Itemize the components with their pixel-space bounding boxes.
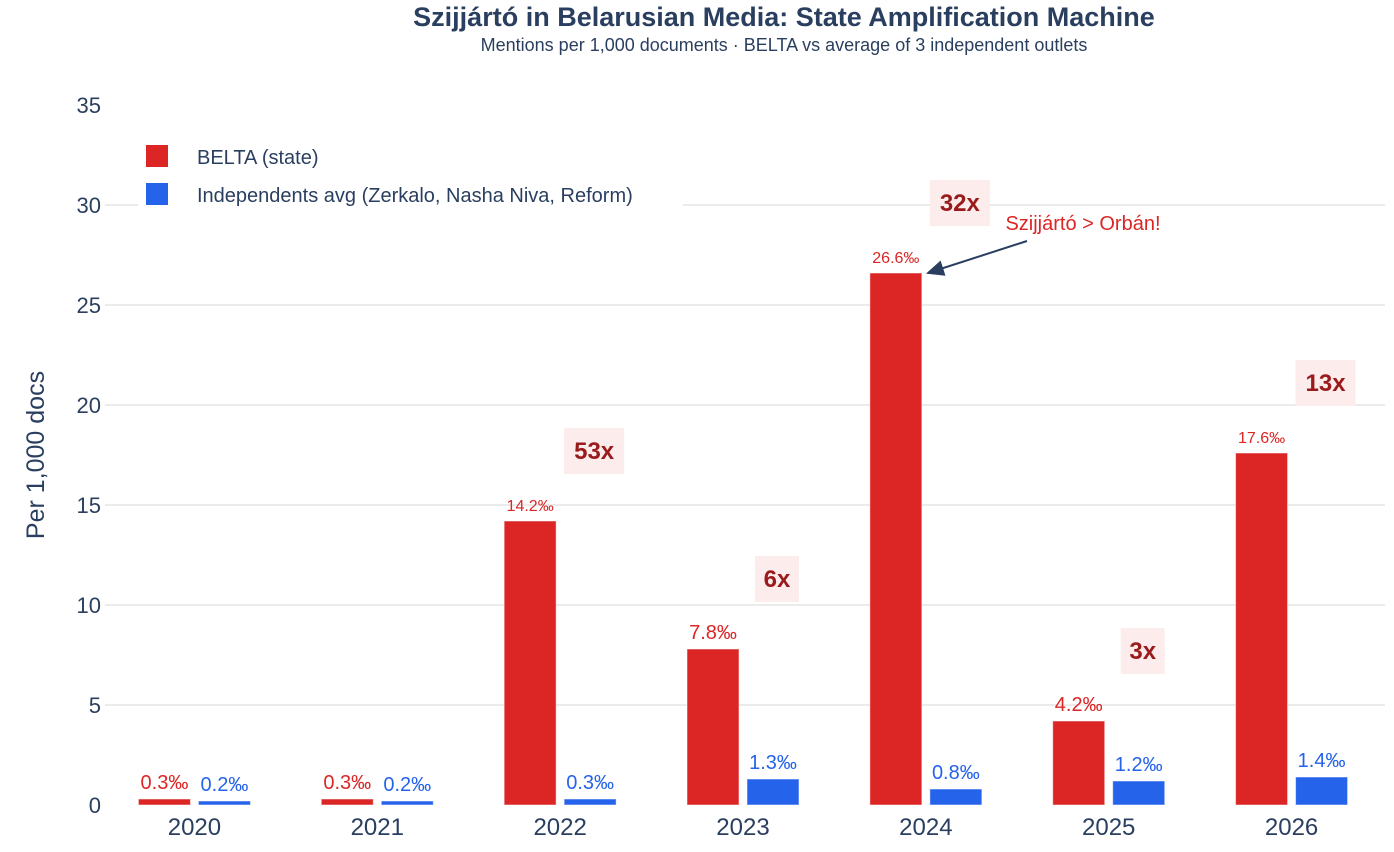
bar-independents xyxy=(380,800,434,806)
bars: 0.3‰ 0.2‰ 0.3‰ 0.2‰ 14.2‰ 0.3‰ 7.8‰ 1.3‰ 26.6‰ 0.… xyxy=(137,250,1349,806)
bar-belta xyxy=(869,272,923,806)
ratio-annotations: 53x 6x 32x 3x 13x xyxy=(564,180,1356,674)
ratio-label: 53x xyxy=(574,438,615,465)
callout-text: Szijjártó > Orbán! xyxy=(1005,213,1160,235)
y-tick-label: 15 xyxy=(77,493,101,518)
callout-annotation: Szijjártó > Orbán! xyxy=(925,213,1161,276)
y-tick-label: 10 xyxy=(77,593,101,618)
ratio-box xyxy=(929,180,990,226)
legend-swatch-blue xyxy=(146,183,168,205)
y-tick-label: 20 xyxy=(77,393,101,418)
bar-value-label: 26.6‰ xyxy=(872,250,919,267)
bar-belta xyxy=(503,520,557,806)
ratio-box xyxy=(564,428,625,474)
legend-item-independents[interactable]: Independents avg (Zerkalo, Nasha Niva, R… xyxy=(146,183,633,207)
bar-independents xyxy=(929,788,983,806)
ratio-label: 3x xyxy=(1129,638,1156,665)
bar-value-label: 1.3‰ xyxy=(749,752,797,774)
bar-value-label: 0.3‰ xyxy=(141,772,189,794)
y-axis-label: Per 1,000 docs xyxy=(22,371,50,539)
x-tick-label: 2023 xyxy=(716,814,769,841)
bar-value-label: 7.8‰ xyxy=(689,622,737,644)
x-tick-label: 2024 xyxy=(899,814,952,841)
x-tick-label: 2022 xyxy=(533,814,586,841)
legend-label: Independents avg (Zerkalo, Nasha Niva, R… xyxy=(197,185,633,207)
callout-arrow xyxy=(925,240,1028,276)
bar-value-label: 0.2‰ xyxy=(201,774,249,796)
bar-independents xyxy=(563,798,617,806)
y-axis-ticks: 0 5 10 15 20 25 30 35 xyxy=(77,93,101,818)
chart-title: Szijjártó in Belarusian Media: State Amp… xyxy=(413,2,1155,32)
ratio-label: 13x xyxy=(1306,370,1347,397)
bar-independents xyxy=(1112,780,1166,806)
x-axis-ticks: 2020 2021 2022 2023 2024 2025 2026 xyxy=(168,814,1319,841)
y-tick-label: 25 xyxy=(77,293,101,318)
bar-value-label: 0.2‰ xyxy=(383,774,431,796)
bar-belta xyxy=(137,798,191,806)
ratio-label: 6x xyxy=(764,566,791,593)
x-tick-label: 2025 xyxy=(1082,814,1135,841)
bar-belta xyxy=(1235,452,1289,806)
ratio-box xyxy=(1120,628,1165,674)
chart-subtitle: Mentions per 1,000 documents · BELTA vs … xyxy=(481,35,1088,55)
legend-background xyxy=(138,134,683,218)
legend[interactable]: BELTA (state) Independents avg (Zerkalo,… xyxy=(138,134,683,218)
bar-belta xyxy=(1052,720,1106,806)
bar-independents xyxy=(746,778,800,806)
gridlines xyxy=(105,204,1385,706)
bar-value-label: 0.8‰ xyxy=(932,762,980,784)
legend-item-belta[interactable]: BELTA (state) xyxy=(146,145,319,169)
y-tick-label: 30 xyxy=(77,193,101,218)
bar-belta xyxy=(686,648,740,806)
bar-value-label: 4.2‰ xyxy=(1055,694,1103,716)
y-tick-label: 5 xyxy=(89,693,101,718)
bar-value-label: 0.3‰ xyxy=(323,772,371,794)
bar-value-label: 1.4‰ xyxy=(1298,750,1346,772)
x-tick-label: 2021 xyxy=(351,814,404,841)
y-tick-label: 0 xyxy=(89,793,101,818)
bar-independents xyxy=(1295,776,1349,806)
bar-independents xyxy=(197,800,251,806)
bar-value-label: 1.2‰ xyxy=(1115,754,1163,776)
ratio-box xyxy=(755,556,799,602)
y-tick-label: 35 xyxy=(77,93,101,118)
legend-label: BELTA (state) xyxy=(197,147,319,169)
bar-belta xyxy=(320,798,374,806)
x-tick-label: 2020 xyxy=(168,814,221,841)
bar-value-label: 14.2‰ xyxy=(507,498,554,515)
ratio-label: 32x xyxy=(940,190,981,217)
bar-value-label: 17.6‰ xyxy=(1238,430,1285,447)
legend-swatch-red xyxy=(146,145,168,167)
bar-value-label: 0.3‰ xyxy=(566,772,614,794)
x-tick-label: 2026 xyxy=(1265,814,1318,841)
ratio-box xyxy=(1295,360,1356,406)
